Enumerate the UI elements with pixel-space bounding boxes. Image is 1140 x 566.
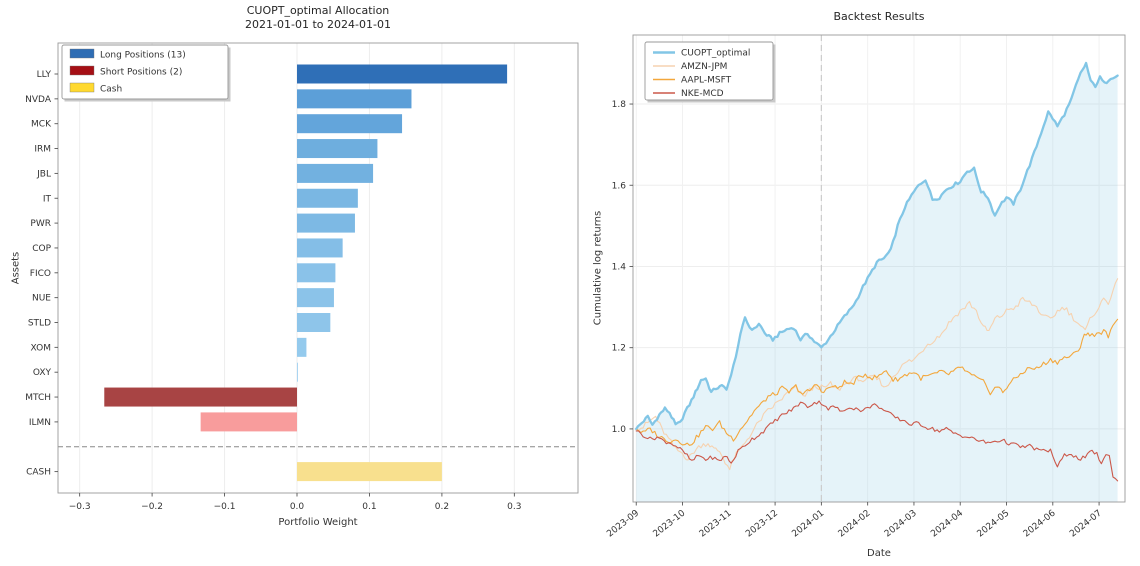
bar-CASH <box>297 462 442 482</box>
legend-swatch-2 <box>69 82 95 93</box>
backtest-legend-label-1: AMZN-JPM <box>681 62 727 72</box>
ytick-label: 1.6 <box>612 181 627 191</box>
xtick-label: 0.1 <box>362 502 376 512</box>
xtick-label: 0.0 <box>290 502 305 512</box>
xtick-label-2023-11: 2023-11 <box>698 508 734 539</box>
bar-PWR <box>297 213 355 233</box>
xtick-label-2023-10: 2023-10 <box>652 508 688 539</box>
ytick-label-CASH: CASH <box>26 468 51 478</box>
backtest-legend-label-0: CUOPT_optimal <box>681 49 750 59</box>
backtest-title: Backtest Results <box>833 10 925 23</box>
ytick-label-FICO: FICO <box>30 269 51 279</box>
xtick-label: −0.2 <box>141 502 163 512</box>
xtick-label: −0.3 <box>69 502 91 512</box>
xtick-label-2024-02: 2024-02 <box>837 508 873 539</box>
series-line-AMZN-JPM <box>635 278 1119 471</box>
ytick-label: 1.8 <box>612 100 627 110</box>
bar-OXY <box>297 362 298 382</box>
bar-IRM <box>297 139 378 159</box>
bar-COP <box>297 238 343 258</box>
bar-XOM <box>297 337 307 357</box>
bar-IT <box>297 188 358 208</box>
ytick-label-IT: IT <box>43 194 52 204</box>
allocation-legend-label-0: Long Positions (13) <box>100 51 186 61</box>
backtest-legend-label-2: AAPL-MSFT <box>681 76 732 86</box>
xtick-label-2024-07: 2024-07 <box>1068 508 1104 539</box>
cuopt-area-fill <box>636 63 1118 502</box>
allocation-title-line1: CUOPT_optimal Allocation <box>246 4 390 17</box>
bar-NUE <box>297 288 334 308</box>
ytick-label-MCK: MCK <box>31 120 52 130</box>
ytick-label-PWR: PWR <box>30 219 51 229</box>
allocation-title: CUOPT_optimal Allocation 2021-01-01 to 2… <box>245 4 391 32</box>
backtest-xlabel: Date <box>867 548 891 559</box>
bar-FICO <box>297 263 336 283</box>
bar-ILMN <box>200 412 297 432</box>
bar-MCK <box>297 114 403 134</box>
xtick-label-2023-12: 2023-12 <box>744 508 780 539</box>
ytick-label-IRM: IRM <box>34 145 51 155</box>
allocation-legend-label-1: Short Positions (2) <box>100 68 182 78</box>
series-line-NKE-MCD <box>635 400 1119 482</box>
ytick-label-OXY: OXY <box>33 368 52 378</box>
series-line-AAPL-MSFT <box>635 318 1119 446</box>
xtick-label-2024-05: 2024-05 <box>976 508 1012 539</box>
ytick-label: 1.4 <box>612 262 627 272</box>
allocation-plot-border <box>57 42 579 494</box>
xtick-label: 0.3 <box>507 502 521 512</box>
ytick-label: 1.2 <box>612 344 626 354</box>
ytick-label-XOM: XOM <box>31 343 51 353</box>
xtick-label-2024-03: 2024-03 <box>883 508 919 539</box>
xtick-label: −0.1 <box>214 502 236 512</box>
ytick-label-LLY: LLY <box>37 70 52 80</box>
ytick-label-ILMN: ILMN <box>29 418 51 428</box>
backtest-plot-border <box>632 34 1126 503</box>
allocation-legend-label-2: Cash <box>100 85 122 95</box>
bar-JBL <box>297 163 374 183</box>
ytick-label-MTCH: MTCH <box>25 393 51 403</box>
backtest-legend-label-3: NKE-MCD <box>681 89 724 99</box>
xtick-label-2024-04: 2024-04 <box>929 508 965 539</box>
ytick-label-NVDA: NVDA <box>25 95 52 105</box>
allocation-xlabel: Portfolio Weight <box>278 517 358 528</box>
xtick-label-2023-09: 2023-09 <box>605 508 641 539</box>
xtick-label-2024-01: 2024-01 <box>790 508 826 539</box>
allocation-legend-box <box>61 44 229 100</box>
legend-swatch-0 <box>69 48 95 59</box>
xtick-label: 0.2 <box>435 502 449 512</box>
ytick-label-JBL: JBL <box>36 169 51 179</box>
xtick-label-2024-06: 2024-06 <box>1022 508 1058 539</box>
legend-swatch-1 <box>69 65 95 76</box>
bar-STLD <box>297 313 331 332</box>
allocation-title-line2: 2021-01-01 to 2024-01-01 <box>245 18 391 31</box>
series-line-CUOPT_optimal <box>635 61 1119 431</box>
ytick-label-NUE: NUE <box>32 294 51 304</box>
backtest-legend-box <box>644 41 774 101</box>
ytick-label: 1.0 <box>612 425 627 435</box>
bar-LLY <box>297 64 508 84</box>
ytick-label-STLD: STLD <box>28 319 51 329</box>
ytick-label-COP: COP <box>32 244 51 254</box>
bar-NVDA <box>297 89 412 109</box>
bar-MTCH <box>104 387 298 407</box>
